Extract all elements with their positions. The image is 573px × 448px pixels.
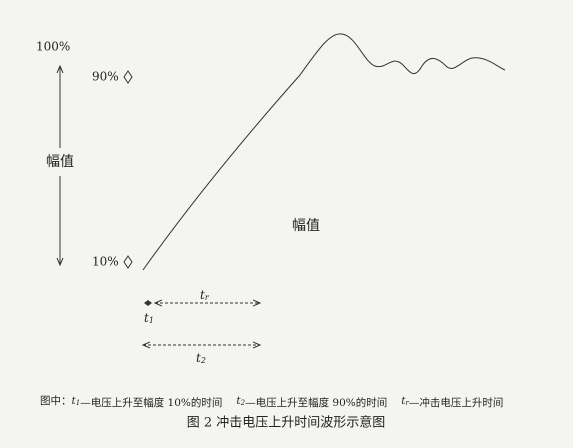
t2-label: t2	[196, 351, 206, 366]
legend-prefix: 图中：	[40, 394, 72, 407]
symbol: t	[144, 311, 149, 325]
amplitude-label: 幅值	[46, 154, 74, 170]
label-10: 10%	[92, 255, 119, 269]
legend-symbol: t	[72, 395, 77, 407]
legend-symbol: t	[401, 395, 406, 407]
legend-subscript: r	[406, 399, 410, 407]
symbol: t	[196, 351, 201, 365]
tr-label: tr	[200, 288, 210, 303]
subscript: r	[205, 293, 210, 302]
caption: 图 2 冲击电压上升时间波形示意图	[187, 415, 386, 431]
legend-text: —冲击电压上升时间	[409, 396, 504, 409]
t1-marker	[144, 300, 152, 306]
legend-subscript: 2	[240, 399, 246, 407]
symbol: t	[200, 288, 205, 302]
subscript: 1	[149, 316, 154, 325]
legend: 图中：t1—电压上升至幅度 10%的时间 t2—电压上升至幅度 90%的时间 tr—…	[40, 394, 503, 409]
legend-symbol: t	[236, 395, 241, 407]
label-90: 90%	[92, 70, 119, 84]
diamond-10	[123, 255, 133, 269]
legend-text: —电压上升至幅度 90%的时间	[245, 396, 387, 409]
subscript: 2	[200, 356, 206, 365]
amplitude-label: 幅值	[292, 218, 320, 234]
legend-subscript: 1	[76, 399, 80, 407]
legend-text: —电压上升至幅度 10%的时间	[80, 396, 222, 409]
t1-label: t1	[144, 311, 154, 326]
label-100: 100%	[36, 40, 70, 54]
diamond-90	[123, 70, 133, 84]
waveform	[142, 33, 506, 271]
